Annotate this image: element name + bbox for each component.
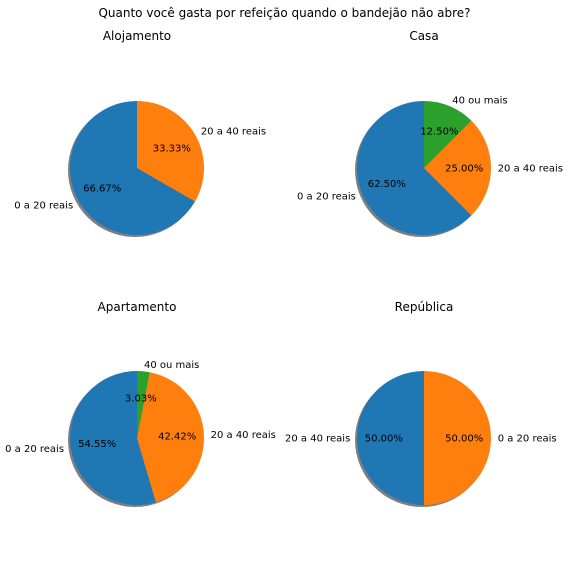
pie-pct-alojamento-20-a-40-reais: 33.33%: [153, 143, 191, 154]
pie-slice-republica-20-a-40-reais: [357, 371, 424, 505]
pie-slice-apartamento-20-a-40-reais: [137, 372, 204, 503]
pie-label-apartamento-0-a-20-reais: 0 a 20 reais: [5, 444, 64, 455]
pie-title-alojamento: Alojamento: [103, 29, 171, 43]
pie-pct-republica-20-a-40-reais: 50.00%: [365, 434, 403, 445]
pie-label-republica-20-a-40-reais: 20 a 40 reais: [285, 434, 350, 445]
pie-slice-apartamento-0-a-20-reais: [69, 371, 156, 505]
pie-slice-casa-40-ou-mais: [424, 101, 472, 168]
pie-panel-apartamento: Apartamento 0 a 20 reais 20 a 40 reais 40 …: [5, 300, 276, 507]
pie-label-casa-20-a-40-reais: 20 a 40 reais: [498, 164, 563, 175]
pie-label-alojamento-20-a-40-reais: 20 a 40 reais: [201, 127, 266, 138]
pie-slice-apartamento-40-ou-mais: [137, 371, 150, 438]
pie-slice-casa-20-a-40-reais: [424, 120, 491, 216]
pie-panel-casa: Casa 0 a 20 reais 20 a 40 reais 40 ou mais…: [297, 29, 563, 237]
pie-pct-republica-0-a-20-reais: 50.00%: [445, 434, 483, 445]
pie-label-apartamento-40-ou-mais: 40 ou mais: [144, 360, 199, 371]
figure-suptitle: Quanto você gasta por refeição quando o …: [98, 6, 470, 20]
pie-title-republica: República: [395, 300, 454, 314]
pie-pct-apartamento-20-a-40-reais: 42.42%: [158, 432, 196, 443]
pie-panel-republica: República 20 a 40 reais 0 a 20 reais 50.00…: [285, 300, 557, 507]
pie-label-casa-40-ou-mais: 40 ou mais: [452, 95, 507, 106]
pie-pct-casa-0-a-20-reais: 62.50%: [368, 179, 406, 190]
pie-panel-alojamento: Alojamento 0 a 20 reais 20 a 40 reais 66.6…: [14, 29, 266, 237]
pie-pct-apartamento-0-a-20-reais: 54.55%: [78, 439, 116, 450]
pie-label-casa-0-a-20-reais: 0 a 20 reais: [297, 192, 356, 203]
pie-slice-alojamento-0-a-20-reais: [69, 101, 196, 235]
pie-slice-casa-0-a-20-reais: [357, 101, 472, 235]
pie-slice-alojamento-20-a-40-reais: [137, 101, 204, 202]
pie-pct-alojamento-0-a-20-reais: 66.67%: [83, 184, 121, 195]
pie-label-alojamento-0-a-20-reais: 0 a 20 reais: [14, 200, 73, 211]
pie-label-apartamento-20-a-40-reais: 20 a 40 reais: [211, 430, 276, 441]
pie-label-republica-0-a-20-reais: 0 a 20 reais: [498, 434, 557, 445]
pie-title-apartamento: Apartamento: [98, 300, 177, 314]
pie-slice-republica-0-a-20-reais: [424, 371, 491, 505]
pie-title-casa: Casa: [409, 29, 438, 43]
pie-pct-apartamento-40-ou-mais: 3.03%: [125, 393, 157, 404]
pie-pct-casa-40-ou-mais: 12.50%: [420, 126, 458, 137]
pie-pct-casa-20-a-40-reais: 25.00%: [445, 164, 483, 175]
